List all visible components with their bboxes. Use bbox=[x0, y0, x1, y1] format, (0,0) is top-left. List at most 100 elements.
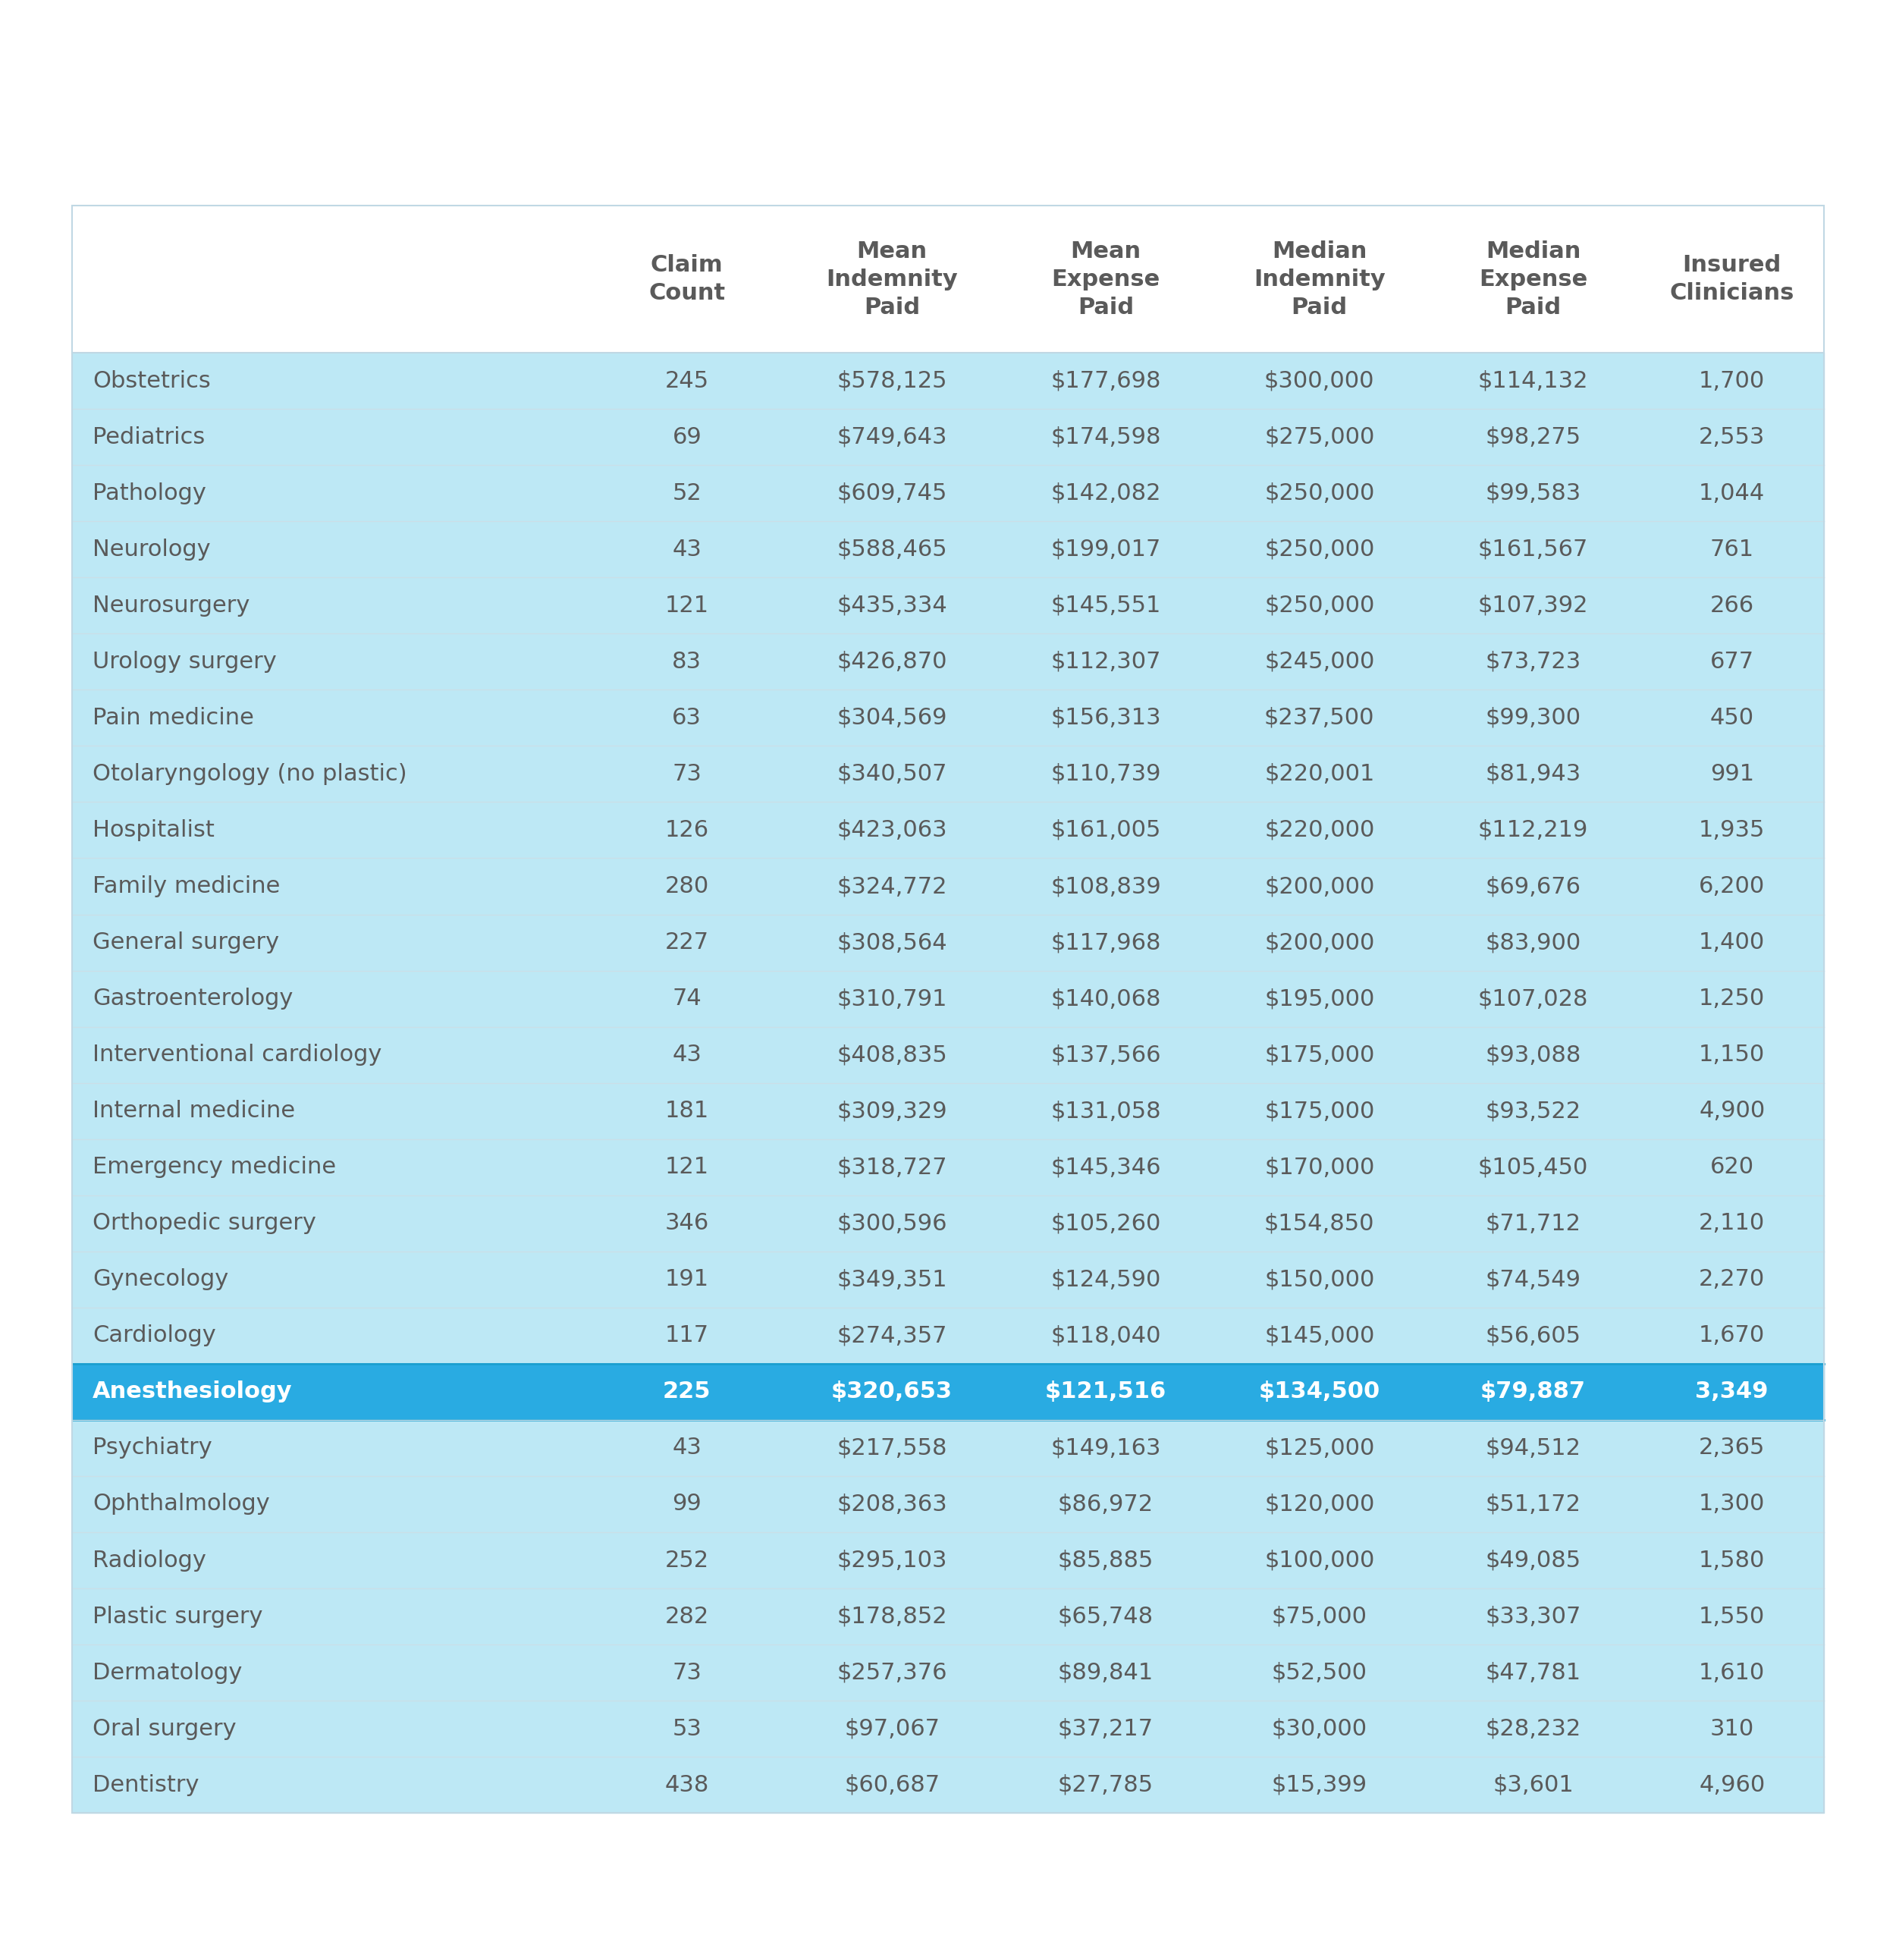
Text: $245,000: $245,000 bbox=[1265, 651, 1375, 672]
Text: Neurosurgery: Neurosurgery bbox=[93, 594, 250, 617]
Text: $98,275: $98,275 bbox=[1485, 425, 1581, 449]
Text: $588,465: $588,465 bbox=[836, 539, 948, 561]
Text: $145,000: $145,000 bbox=[1265, 1325, 1375, 1347]
Text: 1,300: 1,300 bbox=[1699, 1494, 1765, 1515]
Text: $131,058: $131,058 bbox=[1050, 1100, 1160, 1121]
Text: $170,000: $170,000 bbox=[1265, 1156, 1375, 1178]
Text: $324,772: $324,772 bbox=[836, 876, 948, 898]
Text: $408,835: $408,835 bbox=[836, 1045, 948, 1066]
Text: $320,653: $320,653 bbox=[830, 1380, 952, 1403]
Text: $52,500: $52,500 bbox=[1272, 1662, 1367, 1684]
Text: 4,900: 4,900 bbox=[1699, 1100, 1765, 1121]
Text: $200,000: $200,000 bbox=[1265, 931, 1375, 953]
Bar bbox=[72, 465, 1824, 521]
Text: $309,329: $309,329 bbox=[836, 1100, 948, 1121]
Bar bbox=[72, 1701, 1824, 1756]
Text: 1,400: 1,400 bbox=[1699, 931, 1765, 953]
Text: 1,550: 1,550 bbox=[1699, 1605, 1765, 1627]
Text: $100,000: $100,000 bbox=[1265, 1548, 1375, 1572]
Text: $300,000: $300,000 bbox=[1265, 370, 1375, 392]
Text: $220,001: $220,001 bbox=[1265, 762, 1375, 786]
Text: Emergency medicine: Emergency medicine bbox=[93, 1156, 336, 1178]
Text: Urology surgery: Urology surgery bbox=[93, 651, 277, 672]
Text: Hospitalist: Hospitalist bbox=[93, 819, 214, 841]
Text: 677: 677 bbox=[1710, 651, 1754, 672]
Text: Gastroenterology: Gastroenterology bbox=[93, 988, 294, 1009]
Text: Interventional cardiology: Interventional cardiology bbox=[93, 1045, 381, 1066]
Text: $250,000: $250,000 bbox=[1265, 539, 1375, 561]
Bar bbox=[72, 1533, 1824, 1588]
Text: $609,745: $609,745 bbox=[836, 482, 948, 504]
Text: $154,850: $154,850 bbox=[1265, 1213, 1375, 1235]
Bar bbox=[72, 1756, 1824, 1813]
Text: 73: 73 bbox=[673, 1662, 702, 1684]
Text: $56,605: $56,605 bbox=[1485, 1325, 1581, 1347]
Text: $300,596: $300,596 bbox=[836, 1213, 948, 1235]
Text: 620: 620 bbox=[1710, 1156, 1754, 1178]
Text: $81,943: $81,943 bbox=[1485, 762, 1581, 786]
Text: $27,785: $27,785 bbox=[1058, 1774, 1153, 1795]
Text: $37,217: $37,217 bbox=[1058, 1717, 1153, 1740]
Text: Psychiatry: Psychiatry bbox=[93, 1437, 212, 1458]
Text: 43: 43 bbox=[673, 539, 702, 561]
Text: $161,005: $161,005 bbox=[1050, 819, 1160, 841]
Text: $250,000: $250,000 bbox=[1265, 594, 1375, 617]
Text: $308,564: $308,564 bbox=[836, 931, 948, 953]
Text: 1,150: 1,150 bbox=[1699, 1045, 1765, 1066]
Text: $108,839: $108,839 bbox=[1050, 876, 1160, 898]
Text: 6,200: 6,200 bbox=[1699, 876, 1765, 898]
Text: $134,500: $134,500 bbox=[1259, 1380, 1380, 1403]
Text: $33,307: $33,307 bbox=[1485, 1605, 1581, 1627]
Text: $105,260: $105,260 bbox=[1050, 1213, 1160, 1235]
Text: $93,522: $93,522 bbox=[1485, 1100, 1581, 1121]
Text: $107,028: $107,028 bbox=[1479, 988, 1589, 1009]
Text: 1,250: 1,250 bbox=[1699, 988, 1765, 1009]
Text: 1,670: 1,670 bbox=[1699, 1325, 1765, 1347]
Text: $310,791: $310,791 bbox=[836, 988, 948, 1009]
Text: Median
Indemnity
Paid: Median Indemnity Paid bbox=[1253, 241, 1386, 318]
Text: 252: 252 bbox=[665, 1548, 709, 1572]
Text: $318,727: $318,727 bbox=[836, 1156, 948, 1178]
Text: Insured
Clinicians: Insured Clinicians bbox=[1670, 255, 1794, 304]
Text: $217,558: $217,558 bbox=[836, 1437, 948, 1458]
Text: $79,887: $79,887 bbox=[1481, 1380, 1585, 1403]
Text: $60,687: $60,687 bbox=[844, 1774, 940, 1795]
Text: 43: 43 bbox=[673, 1437, 702, 1458]
Bar bbox=[72, 1082, 1824, 1139]
Text: $65,748: $65,748 bbox=[1058, 1605, 1153, 1627]
Text: 1,610: 1,610 bbox=[1699, 1662, 1765, 1684]
Text: Pain medicine: Pain medicine bbox=[93, 708, 254, 729]
Text: Orthopedic surgery: Orthopedic surgery bbox=[93, 1213, 317, 1235]
Bar bbox=[72, 521, 1824, 578]
Text: Radiology: Radiology bbox=[93, 1548, 207, 1572]
Text: 191: 191 bbox=[665, 1268, 709, 1290]
Text: $99,300: $99,300 bbox=[1485, 708, 1581, 729]
Bar bbox=[72, 970, 1824, 1027]
Text: $107,392: $107,392 bbox=[1479, 594, 1589, 617]
Text: $121,516: $121,516 bbox=[1045, 1380, 1166, 1403]
Text: 4,960: 4,960 bbox=[1699, 1774, 1765, 1795]
Text: $426,870: $426,870 bbox=[836, 651, 948, 672]
Text: Internal medicine: Internal medicine bbox=[93, 1100, 296, 1121]
Bar bbox=[72, 1307, 1824, 1364]
Text: $200,000: $200,000 bbox=[1265, 876, 1375, 898]
Bar bbox=[72, 802, 1824, 858]
Text: 1,044: 1,044 bbox=[1699, 482, 1765, 504]
Text: $340,507: $340,507 bbox=[836, 762, 948, 786]
Text: 450: 450 bbox=[1710, 708, 1754, 729]
Text: 1,700: 1,700 bbox=[1699, 370, 1765, 392]
Text: Pathology: Pathology bbox=[93, 482, 207, 504]
Text: $137,566: $137,566 bbox=[1050, 1045, 1160, 1066]
Bar bbox=[72, 410, 1824, 465]
Text: $295,103: $295,103 bbox=[836, 1548, 948, 1572]
Text: $304,569: $304,569 bbox=[836, 708, 948, 729]
Bar bbox=[72, 1644, 1824, 1701]
Text: $150,000: $150,000 bbox=[1265, 1268, 1375, 1290]
Text: Median
Expense
Paid: Median Expense Paid bbox=[1479, 241, 1587, 318]
Text: 181: 181 bbox=[665, 1100, 709, 1121]
Text: $195,000: $195,000 bbox=[1265, 988, 1375, 1009]
Text: $93,088: $93,088 bbox=[1485, 1045, 1581, 1066]
Text: $142,082: $142,082 bbox=[1050, 482, 1160, 504]
Text: $161,567: $161,567 bbox=[1479, 539, 1589, 561]
Bar bbox=[72, 206, 1824, 353]
